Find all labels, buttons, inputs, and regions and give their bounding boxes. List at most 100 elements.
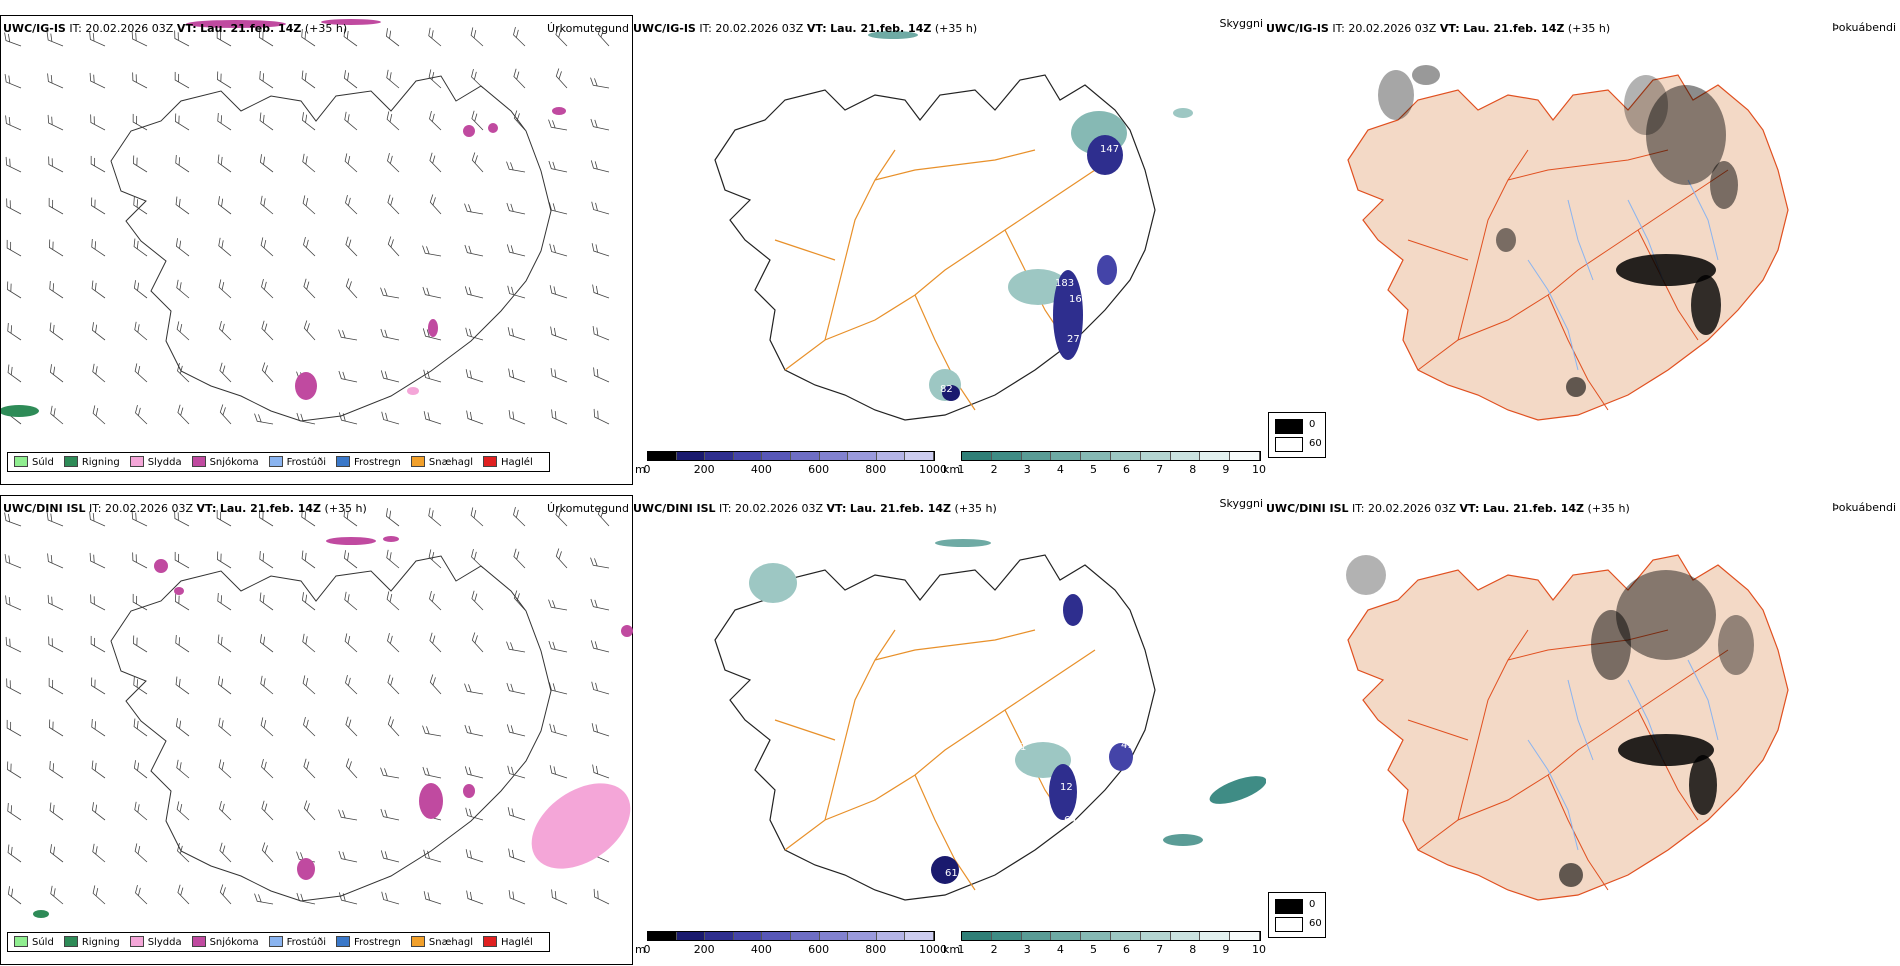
ceiling-colorbar: m 0 200 400 600 800 1000 [635, 931, 947, 961]
wind-barb [90, 155, 106, 173]
wind-barb [261, 320, 274, 341]
wind-barb [381, 411, 400, 425]
wind-barb [386, 591, 400, 611]
wind-barb [259, 29, 274, 47]
wind-barb [338, 412, 358, 425]
wind-barb [551, 409, 568, 425]
wind-barb [259, 634, 274, 653]
wind-barb [593, 888, 610, 905]
wind-barb [591, 201, 610, 215]
wind-barb [344, 633, 358, 653]
wind-barb [386, 111, 400, 131]
wind-barb [50, 885, 64, 905]
wind-barb [513, 68, 526, 89]
wind-barb [548, 160, 568, 173]
run-header: UWC/DINI ISL IT: 20.02.2026 03Z VT: Lau.… [3, 502, 367, 515]
wind-barb [338, 329, 358, 341]
wind-barb [422, 766, 442, 779]
wind-barb [217, 592, 232, 611]
wind-barb [176, 279, 190, 299]
wind-barb [513, 110, 526, 131]
wind-barb [6, 719, 22, 737]
wind-barb [4, 512, 22, 527]
legend-swatch [63, 936, 78, 947]
wind-barb [132, 72, 148, 89]
wind-barb [135, 884, 148, 905]
wind-barb [261, 758, 274, 779]
colorbar-tick: 1000 [919, 463, 947, 476]
wind-barb [4, 32, 22, 47]
wind-barb [303, 236, 316, 257]
colorbar-tick: 3 [1023, 463, 1031, 476]
wind-barb [513, 590, 526, 611]
wind-barb [592, 764, 610, 779]
wind-barb [91, 802, 106, 821]
fog-swatch-60 [1275, 437, 1303, 452]
wind-barb [551, 889, 568, 905]
wind-barb [345, 716, 358, 737]
run-header: UWC/DINI ISL IT: 20.02.2026 03Z VT: Lau.… [1266, 502, 1630, 515]
wind-barb [175, 196, 190, 215]
wind-barb [49, 844, 64, 863]
legend-swatch [410, 936, 425, 947]
fog-swatch-0 [1275, 899, 1303, 914]
wind-barb [380, 808, 400, 821]
precip-map-bottom [4, 506, 633, 918]
wind-barb [134, 801, 148, 821]
wind-barb [548, 599, 568, 611]
wind-barb [464, 244, 484, 257]
wind-barb [6, 239, 22, 257]
wind-barb [218, 759, 232, 779]
precip-map-top [1, 19, 610, 425]
wind-barb [387, 674, 400, 695]
wind-barb [174, 71, 190, 89]
wind-barb [303, 758, 316, 779]
wind-barb [428, 69, 442, 89]
wind-barb [343, 70, 358, 89]
legend-item-frostregn: Frostregn [336, 936, 401, 948]
fog-map-bottom [1346, 554, 1789, 901]
wind-barb [345, 278, 358, 299]
wind-barb [91, 280, 106, 299]
wind-barb [343, 28, 358, 47]
wind-barb [428, 549, 442, 569]
wind-barb [429, 194, 442, 215]
wind-barb [7, 886, 22, 905]
wind-barb [548, 119, 568, 131]
wind-barb [133, 676, 148, 695]
wind-barb [7, 761, 22, 779]
run-header: UWC/DINI ISL IT: 20.02.2026 03Z VT: Lau.… [633, 502, 997, 515]
wind-barb [261, 800, 274, 821]
legend-swatch [336, 936, 350, 947]
wind-barb [380, 370, 400, 383]
legend-swatch [410, 456, 425, 467]
wind-barb [259, 550, 274, 569]
wind-barb [175, 154, 190, 173]
legend-item-rigning: Rigning [63, 456, 120, 468]
wind-barb [133, 718, 148, 737]
wind-barb [217, 634, 232, 653]
wind-barb [177, 404, 190, 425]
wind-barb [175, 113, 190, 131]
visibility-blobs [749, 539, 1266, 884]
wind-barb [218, 279, 232, 299]
wind-barb [508, 409, 526, 425]
wind-barb [132, 552, 148, 569]
wind-barb [466, 410, 484, 425]
precip-type-legend: Súld Rigning Slydda Snjókoma Frostúði Frostre… [7, 932, 550, 952]
wind-barb [385, 28, 400, 47]
wind-barb [471, 590, 484, 611]
wind-barb [549, 285, 568, 299]
precip-type-panel-bottom: UWC/DINI ISL IT: 20.02.2026 03Z VT: Lau.… [0, 495, 633, 965]
wind-barb [7, 802, 22, 821]
wind-barb [49, 239, 64, 257]
precip-type-legend: Súld Rigning Slydda Snjókoma Frostúði Frostre… [7, 452, 550, 472]
wind-barb [471, 110, 484, 131]
wind-barb [429, 632, 442, 653]
wind-barb [380, 767, 400, 779]
wind-barb [506, 244, 526, 257]
wind-barb [216, 509, 232, 527]
wind-barb [555, 26, 568, 47]
wind-barb [302, 675, 316, 695]
